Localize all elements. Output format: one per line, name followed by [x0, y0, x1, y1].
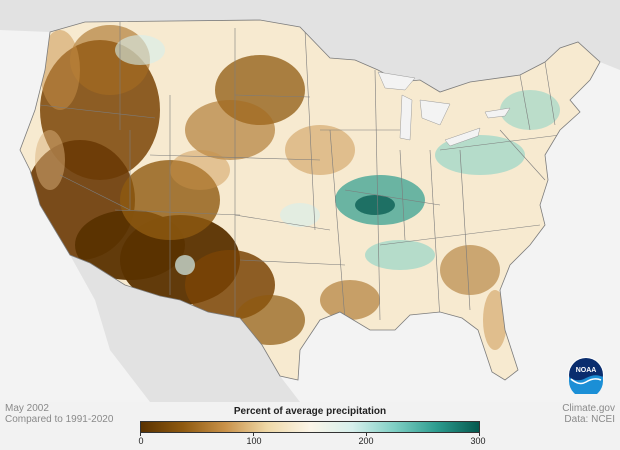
legend-tick-label: 0: [138, 436, 144, 446]
credits: Climate.gov Data: NCEI: [562, 403, 615, 425]
precip-region: [235, 295, 305, 345]
legend-tick-label: 200: [358, 436, 374, 446]
legend-title: Percent of average precipitation: [233, 406, 387, 417]
precipitation-map: [0, 0, 620, 402]
legend-tick-label: 300: [470, 436, 486, 446]
us-outline: [19, 19, 601, 381]
precip-region: [280, 203, 320, 227]
precip-region: [365, 240, 435, 270]
credit-site: Climate.gov: [562, 403, 615, 414]
precip-region: [440, 245, 500, 295]
precip-region: [285, 125, 355, 175]
state-borders: [39, 20, 561, 321]
precip-region: [175, 255, 195, 275]
precip-region: [115, 35, 165, 65]
precip-region: [355, 195, 395, 215]
legend-tick-mark: [366, 433, 367, 436]
legend-tick-mark: [140, 433, 141, 436]
precip-region: [320, 280, 380, 320]
great-lakes: [377, 71, 511, 147]
caption-comparison: Compared to 1991-2020: [5, 414, 114, 425]
mexico-landmass: [70, 255, 300, 402]
legend-tick-mark: [253, 433, 254, 436]
precip-region: [35, 130, 65, 190]
precip-region: [170, 150, 230, 190]
precipitation-field: [20, 20, 600, 380]
caption-date: May 2002: [5, 403, 49, 414]
legend-tick-mark: [479, 433, 480, 436]
map-area: [0, 0, 620, 402]
precip-region: [500, 90, 560, 130]
precip-region: [483, 290, 507, 350]
caption: May 2002 Compared to 1991-2020: [5, 403, 113, 425]
precip-region: [40, 30, 80, 110]
canada-landmass: [0, 0, 620, 92]
noaa-logo-text: NOAA: [576, 367, 597, 374]
legend-color-bar: [140, 421, 480, 433]
credit-source: Data: NCEI: [564, 414, 615, 425]
legend-tick-label: 100: [246, 436, 262, 446]
precip-region: [185, 100, 275, 160]
precip-region: [435, 135, 525, 175]
noaa-logo: NOAA: [568, 357, 604, 394]
